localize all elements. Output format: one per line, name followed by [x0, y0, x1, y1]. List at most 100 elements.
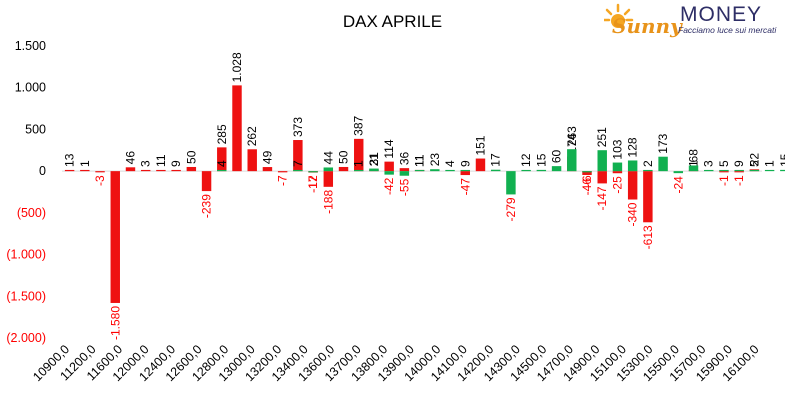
y-tick-label: (500) [17, 206, 46, 220]
bar [293, 169, 303, 172]
bar [582, 171, 592, 173]
data-label: -25 [610, 176, 624, 194]
data-label: -239 [200, 194, 214, 218]
bar [247, 149, 257, 172]
data-label: 5 [717, 160, 731, 167]
bar [582, 171, 592, 175]
data-label: -147 [595, 186, 609, 210]
bar [95, 171, 105, 173]
data-label: -46 [580, 178, 594, 196]
data-label: 173 [656, 133, 670, 153]
data-label: 263 [565, 126, 579, 146]
data-label: 21 [367, 153, 381, 167]
bar [308, 171, 318, 173]
data-label: 1.028 [230, 52, 244, 82]
y-tick-label: (2.000) [6, 331, 46, 345]
data-label: 11 [413, 154, 427, 167]
data-label: 23 [428, 153, 442, 167]
bar [567, 149, 577, 172]
bar [764, 169, 775, 172]
bar [475, 158, 486, 172]
y-tick-label: (1.000) [6, 248, 46, 262]
data-label: 11 [154, 154, 168, 167]
bar [536, 169, 547, 172]
data-label: -279 [504, 197, 518, 221]
data-label: 114 [382, 139, 396, 158]
data-label: 46 [123, 151, 137, 165]
bar [186, 166, 197, 172]
data-label: 50 [184, 150, 198, 164]
bar [156, 169, 166, 172]
data-label: -1.580 [108, 306, 122, 340]
y-tick-label: 0 [39, 164, 46, 178]
data-label: 9 [169, 160, 183, 167]
data-label: 1 [78, 160, 92, 167]
data-label: 373 [291, 117, 305, 137]
data-label: 1 [352, 160, 366, 167]
data-label: -47 [458, 178, 472, 196]
bar [643, 171, 653, 223]
data-label: 3 [702, 160, 716, 167]
bar [612, 171, 623, 174]
bar [399, 171, 410, 176]
data-label: 251 [595, 127, 609, 147]
data-label: 12 [519, 153, 533, 167]
data-label: -3 [93, 175, 107, 186]
data-label: 11 [413, 154, 427, 167]
bar [217, 169, 227, 172]
data-label: 128 [626, 137, 640, 157]
data-label: 17 [489, 153, 503, 167]
data-label: -24 [671, 176, 685, 194]
data-label: 262 [245, 126, 259, 146]
bar [80, 169, 90, 172]
chart-title: DAX APRILE [342, 12, 443, 31]
bar [460, 171, 470, 176]
bar [627, 171, 638, 200]
bar [673, 171, 684, 174]
bar [627, 160, 638, 172]
data-label: -55 [397, 178, 411, 196]
data-label: 7 [291, 160, 305, 167]
data-label: 1 [763, 160, 777, 167]
data-label: 9 [732, 160, 746, 167]
bar [780, 169, 785, 172]
data-label: 50 [337, 150, 351, 164]
data-label: 13 [63, 153, 77, 167]
data-label: -7 [276, 175, 290, 186]
bar [217, 147, 227, 172]
data-label: -42 [382, 177, 396, 195]
logo-wordmark: MONEY [680, 3, 762, 26]
bar [506, 171, 516, 195]
data-label: 387 [352, 116, 366, 136]
data-label: -613 [641, 225, 655, 249]
data-label: 60 [550, 149, 564, 163]
data-label: 4 [443, 160, 457, 167]
bar [551, 166, 562, 172]
bar [354, 138, 364, 172]
bar [643, 169, 653, 172]
data-label: 174 [565, 133, 579, 153]
data-label: 3 [139, 160, 153, 167]
bar [232, 85, 242, 172]
bar [688, 165, 699, 172]
logo-script: Sunny [612, 14, 683, 38]
data-label: -1 [717, 175, 731, 186]
bar [140, 169, 151, 172]
data-label: -188 [321, 190, 335, 214]
bar [414, 169, 425, 172]
y-tick-label: (1.500) [6, 289, 46, 303]
y-tick-label: 1.000 [15, 81, 46, 95]
data-label: 68 [687, 149, 701, 163]
bar [64, 169, 75, 172]
bar [277, 171, 288, 173]
bar [597, 150, 607, 172]
data-label: -1 [732, 175, 746, 186]
bar [719, 171, 729, 173]
data-label: -340 [626, 202, 640, 226]
bar [338, 166, 349, 172]
bar [521, 169, 531, 172]
data-label: 151 [473, 135, 487, 155]
y-tick-label: 500 [25, 122, 46, 136]
bar [293, 140, 303, 172]
